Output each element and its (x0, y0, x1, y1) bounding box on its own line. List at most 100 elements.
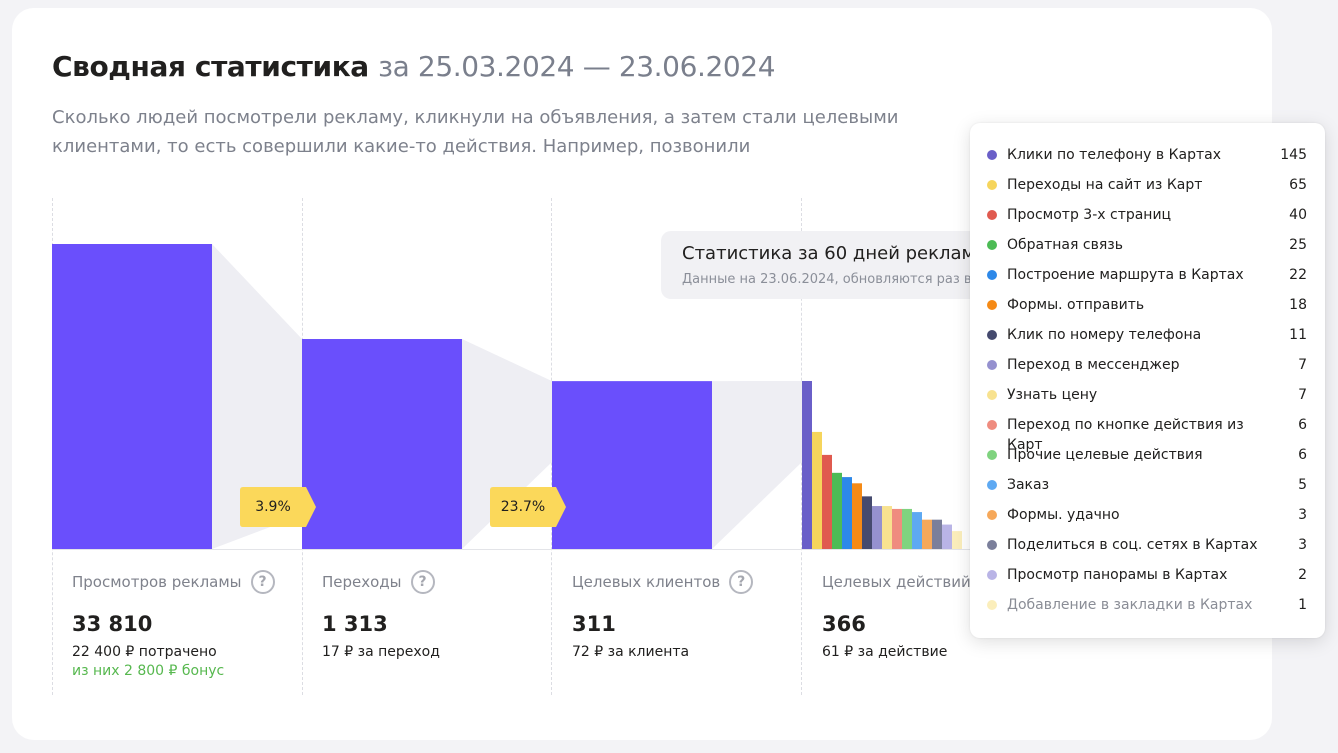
funnel-bar (52, 244, 212, 549)
legend-color-dot-icon (987, 480, 997, 490)
metric-cost: 72 ₽ за клиента (572, 644, 690, 660)
metric-cost: 61 ₽ за действие (822, 644, 948, 660)
question-circle-icon[interactable]: ? (250, 570, 275, 594)
legend-value: 3 (1298, 507, 1307, 523)
legend-item: Просмотр 3-х страниц 40 (970, 193, 1325, 223)
legend-label: Прочие целевые действия (1007, 447, 1203, 463)
legend-label: Переход по кнопке действия из Карт (1007, 417, 1244, 453)
metric-clicks: Переходы? 1 313 17 ₽ за переход (322, 568, 552, 660)
legend-value: 40 (1289, 207, 1307, 223)
metric-label: Целевых действий (822, 573, 971, 591)
legend-value: 65 (1289, 177, 1307, 193)
legend-color-dot-icon (987, 180, 997, 190)
funnel-bar (302, 339, 462, 549)
legend-item: Добавление в закладки в Картах 1 (970, 583, 1325, 613)
legend-label: Просмотр 3-х страниц (1007, 207, 1172, 223)
legend-label: Просмотр панорамы в Картах (1007, 567, 1228, 583)
action-bar (822, 454, 832, 549)
tooltip-title: Статистика за 60 дней рекламы (682, 243, 990, 264)
action-bar (952, 531, 962, 549)
metric-bonus: из них 2 800 ₽ бонус (72, 663, 225, 679)
legend-value: 11 (1289, 327, 1307, 343)
legend-item: Формы. удачно 3 (970, 493, 1325, 523)
legend-color-dot-icon (987, 330, 997, 340)
legend-item: Поделиться в соц. сетях в Картах 3 (970, 523, 1325, 553)
action-bar (912, 512, 922, 549)
legend-item: Прочие целевые действия 6 (970, 433, 1325, 463)
title-period: за 25.03.2024 — 23.06.2024 (378, 50, 776, 83)
page-description: Сколько людей посмотрели рекламу, кликну… (52, 107, 899, 157)
legend-color-dot-icon (987, 300, 997, 310)
legend-item: Переход по кнопке действия из Карт 6 (970, 403, 1325, 453)
action-bar (832, 472, 842, 549)
legend-label: Обратная связь (1007, 237, 1123, 253)
question-circle-icon[interactable]: ? (410, 570, 435, 594)
metric-label-row: Просмотров рекламы? (72, 568, 302, 596)
conversion-badge-label: 3.9% (255, 499, 291, 515)
action-bar (852, 483, 862, 549)
legend-color-dot-icon (987, 570, 997, 580)
metric-cost: 17 ₽ за переход (322, 644, 440, 660)
metric-actions: Целевых действий? 366 61 ₽ за действие (822, 568, 1052, 660)
legend-value: 25 (1289, 237, 1307, 253)
legend-value: 1 (1298, 597, 1307, 613)
action-bar (862, 496, 872, 549)
actions-legend-popup: Клики по телефону в Картах 145 Переходы на… (970, 123, 1325, 638)
metric-label: Целевых клиентов (572, 573, 721, 591)
page-title: Сводная статистика за 25.03.2024 — 23.06… (52, 50, 776, 83)
funnel-bar (552, 381, 712, 549)
metric-value: 1 313 (322, 612, 388, 636)
metric-value: 33 810 (72, 612, 153, 636)
legend-color-dot-icon (987, 360, 997, 370)
metric-label: Переходы (322, 573, 402, 591)
legend-value: 2 (1298, 567, 1307, 583)
question-circle-icon[interactable]: ? (729, 570, 754, 594)
legend-label: Формы. удачно (1007, 507, 1120, 523)
metric-impressions: Просмотров рекламы? 33 810 22 400 ₽ потр… (72, 568, 302, 679)
legend-color-dot-icon (987, 420, 997, 430)
action-bar (942, 524, 952, 549)
legend-label: Добавление в закладки в Картах (1007, 597, 1253, 613)
metric-spent: 22 400 ₽ потрачено (72, 644, 217, 660)
legend-value: 7 (1298, 357, 1307, 373)
legend-item: Переходы на сайт из Карт 65 (970, 163, 1325, 193)
legend-label: Поделиться в соц. сетях в Картах (1007, 537, 1258, 553)
legend-label: Клик по номеру телефона (1007, 327, 1202, 343)
legend-label: Переходы на сайт из Карт (1007, 177, 1203, 193)
chart-baseline (52, 549, 972, 550)
action-bar (842, 477, 852, 549)
legend-color-dot-icon (987, 390, 997, 400)
action-bar (892, 508, 902, 549)
legend-value: 7 (1298, 387, 1307, 403)
action-bar (812, 431, 822, 549)
legend-value: 6 (1298, 417, 1307, 433)
legend-color-dot-icon (987, 150, 997, 160)
metric-value: 311 (572, 612, 616, 636)
action-bar (902, 508, 912, 549)
conversion-badge-label: 23.7% (500, 499, 546, 515)
action-bar (802, 381, 812, 549)
legend-value: 22 (1289, 267, 1307, 283)
metric-label-row: Целевых клиентов? (572, 568, 802, 596)
legend-item: Клик по номеру телефона 11 (970, 313, 1325, 343)
metric-label-row: Переходы? (322, 568, 552, 596)
legend-color-dot-icon (987, 210, 997, 220)
title-text: Сводная статистика (52, 50, 369, 83)
conversion-badge-clicks: 3.9% (240, 487, 316, 527)
legend-label: Клики по телефону в Картах (1007, 147, 1222, 163)
legend-color-dot-icon (987, 450, 997, 460)
legend-value: 6 (1298, 447, 1307, 463)
metric-label: Просмотров рекламы (72, 573, 242, 591)
legend-color-dot-icon (987, 510, 997, 520)
legend-value: 3 (1298, 537, 1307, 553)
legend-item: Узнать цену 7 (970, 373, 1325, 403)
legend-color-dot-icon (987, 540, 997, 550)
funnel-connector (212, 244, 302, 549)
legend-label: Построение маршрута в Картах (1007, 267, 1244, 283)
legend-label: Переход в мессенджер (1007, 357, 1180, 373)
legend-value: 5 (1298, 477, 1307, 493)
legend-label: Формы. отправить (1007, 297, 1145, 313)
legend-item: Заказ 5 (970, 463, 1325, 493)
legend-color-dot-icon (987, 270, 997, 280)
